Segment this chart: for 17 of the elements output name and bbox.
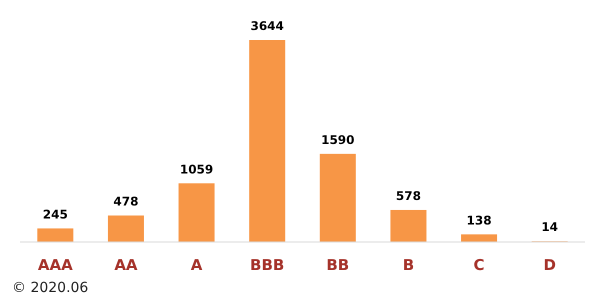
text: © 2020.06	[12, 280, 88, 296]
x-tick-label: D	[543, 256, 556, 274]
x-tick-label: C	[474, 256, 485, 274]
x-tick-label: AA	[114, 256, 138, 274]
data-label: 138	[466, 213, 492, 228]
data-label: 478	[113, 194, 138, 209]
data-label: 14	[541, 220, 558, 234]
data-label: 1059	[180, 162, 214, 176]
x-tick-label: A	[190, 256, 203, 274]
data-label: 3644	[250, 19, 284, 33]
data-label: 1590	[321, 132, 355, 147]
x-tick-label: BBB	[250, 256, 284, 274]
data-label: 578	[396, 188, 421, 203]
data-label: 245	[42, 207, 68, 222]
x-tick-label: BB	[326, 256, 350, 274]
x-tick-label: B	[402, 256, 414, 274]
x-tick-label: AAA	[38, 256, 74, 274]
